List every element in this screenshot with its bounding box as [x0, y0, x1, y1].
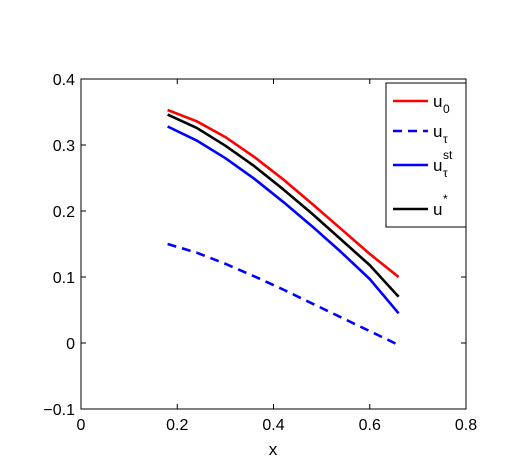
x-tick-label: 0.4 [262, 417, 284, 434]
y-axis: −0.1 0 0.1 0.2 0.3 0.4 [43, 72, 466, 419]
y-tick-label: 0.1 [53, 270, 75, 287]
legend-label-1: u [433, 122, 442, 141]
series-line-2 [167, 125, 400, 315]
y-tick-label: 0.3 [53, 138, 75, 155]
legend-label-sup-3: * [443, 192, 448, 206]
x-tick-label: 0.6 [359, 417, 381, 434]
legend-label-2: u [433, 156, 442, 175]
x-axis-label: x [269, 440, 278, 459]
x-tick-label: 0 [77, 417, 86, 434]
y-tick-label: 0.2 [53, 204, 75, 221]
series-line-3 [167, 113, 400, 298]
x-axis: 0 0.2 0.4 0.6 0.8 [77, 79, 477, 434]
legend-label-sub-1: τ [443, 132, 448, 146]
y-tick-label: 0.4 [53, 72, 75, 89]
legend-label-0: u [433, 92, 442, 111]
x-tick-label: 0.2 [166, 417, 188, 434]
legend-label-sub-0: 0 [443, 102, 450, 116]
series-line-1 [167, 242, 400, 347]
series-line-0 [167, 108, 400, 279]
legend-label-sub-2: τ [443, 166, 448, 180]
y-tick-label: −0.1 [43, 402, 75, 419]
series-layer [167, 108, 400, 347]
legend-label-3: u [433, 200, 442, 219]
x-tick-label: 0.8 [455, 417, 477, 434]
y-tick-label: 0 [66, 336, 75, 353]
legend-label-sup-2: st [443, 148, 453, 162]
legend-box [385, 82, 467, 228]
